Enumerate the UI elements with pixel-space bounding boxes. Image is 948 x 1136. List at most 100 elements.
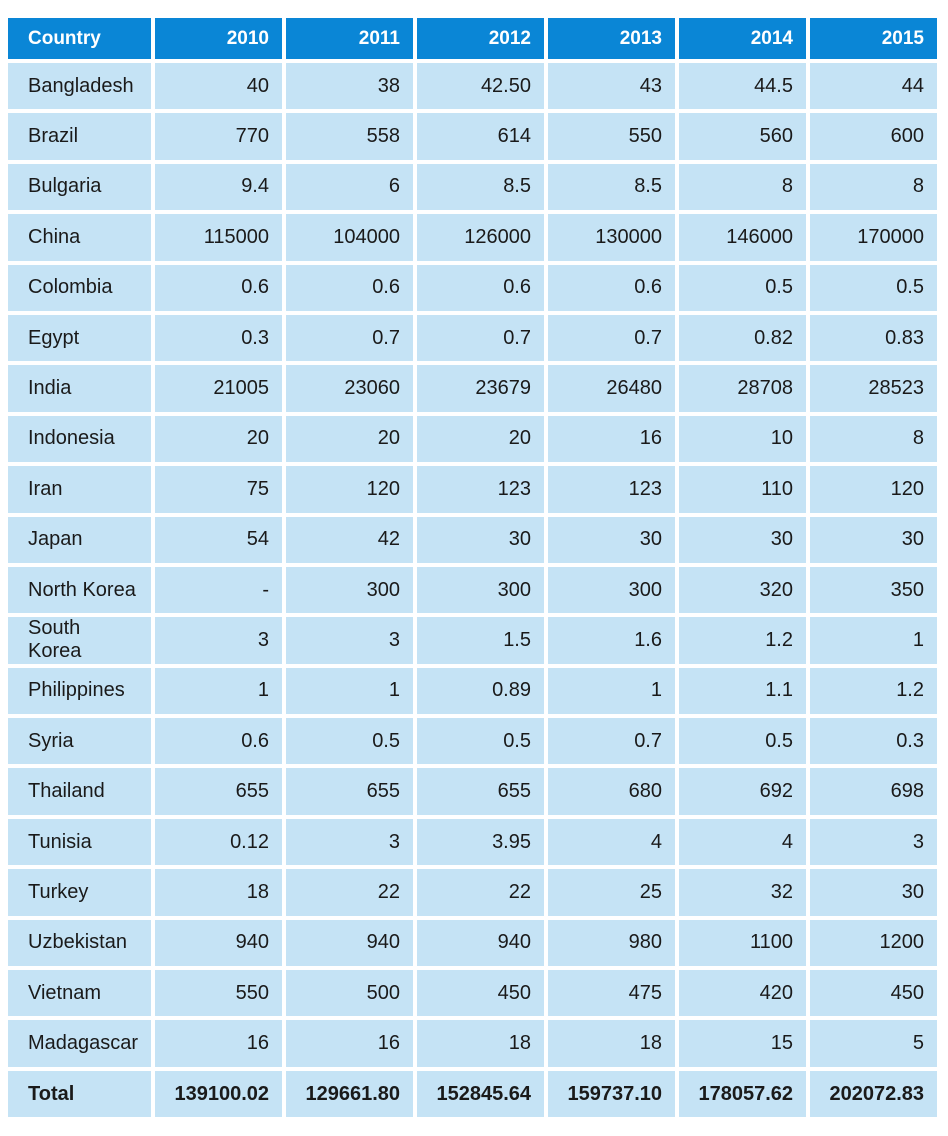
total-label: Total: [8, 1070, 151, 1118]
table-row: Colombia 0.6 0.6 0.6 0.6 0.5 0.5: [8, 264, 937, 311]
value-cell: 475: [548, 970, 675, 1017]
value-cell: 1: [286, 667, 413, 715]
country-cell: Egypt: [8, 314, 151, 362]
value-cell: 54: [155, 516, 282, 563]
value-cell: 1: [810, 617, 937, 664]
value-cell: 3: [810, 818, 937, 866]
country-cell: China: [8, 214, 151, 261]
value-cell: -: [155, 566, 282, 614]
value-cell: 655: [417, 768, 544, 815]
table-body: Bangladesh 40 38 42.50 43 44.5 44 Brazil 770 558 6…: [8, 63, 937, 1118]
value-cell: 6: [286, 163, 413, 211]
value-cell: 28523: [810, 365, 937, 412]
data-table-container: Country 2010 2011 2012 2013 2014 2015 Banglade…: [8, 18, 937, 1121]
value-cell: 42: [286, 516, 413, 563]
value-cell: 30: [810, 869, 937, 916]
value-cell: 15: [679, 1020, 806, 1067]
total-value-cell: 202072.83: [810, 1070, 937, 1118]
value-cell: 170000: [810, 214, 937, 261]
value-cell: 20: [286, 415, 413, 463]
table-row: Iran 75 120 123 123 110 120: [8, 466, 937, 513]
value-cell: 32: [679, 869, 806, 916]
value-cell: 120: [810, 466, 937, 513]
value-cell: 600: [810, 113, 937, 160]
value-cell: 8.5: [417, 163, 544, 211]
value-cell: 16: [548, 415, 675, 463]
value-cell: 350: [810, 566, 937, 614]
value-cell: 558: [286, 113, 413, 160]
value-cell: 38: [286, 63, 413, 110]
total-value-cell: 178057.62: [679, 1070, 806, 1118]
table-row: Tunisia 0.12 3 3.95 4 4 3: [8, 818, 937, 866]
country-cell: Bulgaria: [8, 163, 151, 211]
country-cell: Japan: [8, 516, 151, 563]
value-cell: 126000: [417, 214, 544, 261]
table-row: Egypt 0.3 0.7 0.7 0.7 0.82 0.83: [8, 314, 937, 362]
table-row: Turkey 18 22 22 25 32 30: [8, 869, 937, 916]
value-cell: 0.83: [810, 314, 937, 362]
value-cell: 1.2: [679, 617, 806, 664]
value-cell: 0.82: [679, 314, 806, 362]
value-cell: 8: [810, 415, 937, 463]
header-year: 2011: [286, 18, 413, 59]
country-cell: Iran: [8, 466, 151, 513]
value-cell: 30: [548, 516, 675, 563]
value-cell: 0.6: [548, 264, 675, 311]
value-cell: 560: [679, 113, 806, 160]
value-cell: 9.4: [155, 163, 282, 211]
value-cell: 0.3: [155, 314, 282, 362]
country-cell: Philippines: [8, 667, 151, 715]
value-cell: 1.5: [417, 617, 544, 664]
value-cell: 20: [155, 415, 282, 463]
value-cell: 23060: [286, 365, 413, 412]
header-year: 2015: [810, 18, 937, 59]
value-cell: 500: [286, 970, 413, 1017]
value-cell: 75: [155, 466, 282, 513]
table-row: China 115000 104000 126000 130000 146000 17000…: [8, 214, 937, 261]
value-cell: 110: [679, 466, 806, 513]
table-row: Indonesia 20 20 20 16 10 8: [8, 415, 937, 463]
value-cell: 40: [155, 63, 282, 110]
value-cell: 16: [155, 1020, 282, 1067]
country-cell: Syria: [8, 718, 151, 765]
value-cell: 0.89: [417, 667, 544, 715]
value-cell: 8: [679, 163, 806, 211]
table-row: South Korea 3 3 1.5 1.6 1.2 1: [8, 617, 937, 664]
value-cell: 130000: [548, 214, 675, 261]
value-cell: 1.1: [679, 667, 806, 715]
total-value-cell: 129661.80: [286, 1070, 413, 1118]
value-cell: 320: [679, 566, 806, 614]
header-year: 2010: [155, 18, 282, 59]
value-cell: 450: [417, 970, 544, 1017]
value-cell: 16: [286, 1020, 413, 1067]
value-cell: 0.3: [810, 718, 937, 765]
country-cell: Turkey: [8, 869, 151, 916]
table-row: Philippines 1 1 0.89 1 1.1 1.2: [8, 667, 937, 715]
value-cell: 692: [679, 768, 806, 815]
value-cell: 22: [286, 869, 413, 916]
value-cell: 698: [810, 768, 937, 815]
value-cell: 3: [155, 617, 282, 664]
value-cell: 1.2: [810, 667, 937, 715]
value-cell: 43: [548, 63, 675, 110]
value-cell: 8.5: [548, 163, 675, 211]
value-cell: 1200: [810, 919, 937, 967]
value-cell: 0.6: [286, 264, 413, 311]
value-cell: 0.7: [286, 314, 413, 362]
value-cell: 120: [286, 466, 413, 513]
value-cell: 8: [810, 163, 937, 211]
value-cell: 22: [417, 869, 544, 916]
value-cell: 20: [417, 415, 544, 463]
value-cell: 3.95: [417, 818, 544, 866]
total-value-cell: 152845.64: [417, 1070, 544, 1118]
value-cell: 0.7: [548, 314, 675, 362]
value-cell: 550: [548, 113, 675, 160]
value-cell: 300: [286, 566, 413, 614]
value-cell: 18: [417, 1020, 544, 1067]
value-cell: 655: [155, 768, 282, 815]
value-cell: 104000: [286, 214, 413, 261]
country-cell: India: [8, 365, 151, 412]
value-cell: 10: [679, 415, 806, 463]
table-row: India 21005 23060 23679 26480 28708 28523: [8, 365, 937, 412]
header-year: 2014: [679, 18, 806, 59]
